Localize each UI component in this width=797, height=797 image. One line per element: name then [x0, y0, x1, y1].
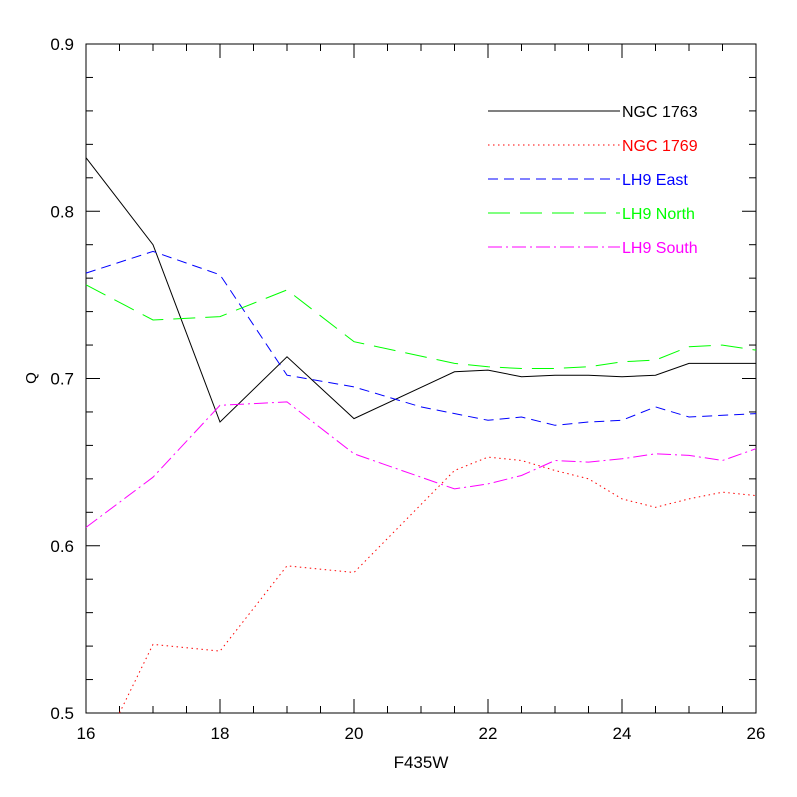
x-tick-label: 20	[345, 724, 364, 743]
legend-label-3: LH9 East	[622, 172, 688, 189]
y-tick-label: 0.5	[50, 704, 74, 723]
x-tick-label: 22	[479, 724, 498, 743]
legend: NGC 1763 NGC 1769 LH9 East LH9 North LH9 Sou…	[488, 104, 698, 257]
legend-label-1: NGC 1763	[622, 104, 698, 121]
series-line-4	[85, 284, 757, 369]
legend-label-2: NGC 1769	[622, 138, 698, 155]
series-line-5	[85, 401, 757, 528]
x-tick-label: 16	[77, 724, 96, 743]
legend-label-5: LH9 South	[622, 240, 698, 257]
series-line-2	[119, 456, 757, 714]
x-axis-label: F435W	[394, 753, 449, 772]
y-tick-label: 0.7	[50, 370, 74, 389]
x-tick-label: 24	[613, 724, 632, 743]
series-layer	[85, 157, 757, 714]
legend-label-4: LH9 North	[622, 206, 695, 223]
y-tick-label: 0.6	[50, 537, 74, 556]
x-tick-label: 26	[747, 724, 766, 743]
y-tick-label: 0.9	[50, 35, 74, 54]
y-axis-label: Q	[23, 372, 40, 384]
x-tick-label: 18	[211, 724, 230, 743]
ticks-layer: 16 18 20 22 24 26 0.5 0.6 0.7 0.8 0.9	[50, 35, 765, 743]
series-line-3	[85, 250, 757, 426]
series-line-1	[85, 157, 756, 423]
y-tick-label: 0.8	[50, 202, 74, 221]
